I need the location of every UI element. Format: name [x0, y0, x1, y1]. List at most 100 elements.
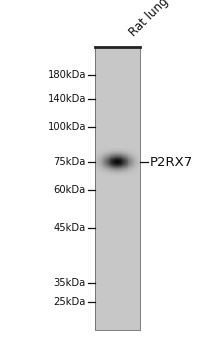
Bar: [138, 160, 139, 161]
Bar: [108, 174, 109, 175]
Bar: [137, 150, 138, 152]
Bar: [118, 159, 119, 160]
Bar: [116, 167, 117, 168]
Bar: [117, 153, 119, 154]
Bar: [108, 166, 109, 167]
Bar: [136, 152, 138, 153]
Bar: [136, 150, 138, 151]
Bar: [104, 170, 106, 172]
Bar: [100, 174, 101, 175]
Bar: [115, 158, 116, 159]
Bar: [100, 149, 101, 150]
Bar: [132, 167, 133, 168]
Bar: [131, 168, 132, 169]
Bar: [136, 153, 138, 154]
Bar: [131, 159, 132, 160]
Bar: [101, 172, 102, 173]
Bar: [116, 161, 117, 162]
Bar: [116, 160, 118, 161]
Bar: [117, 169, 119, 170]
Bar: [113, 173, 114, 174]
Bar: [100, 150, 101, 151]
Bar: [103, 153, 104, 154]
Bar: [133, 175, 134, 176]
Bar: [97, 175, 98, 176]
Bar: [101, 166, 102, 167]
Bar: [122, 158, 124, 159]
Bar: [127, 158, 128, 159]
Bar: [115, 172, 116, 173]
Bar: [113, 151, 114, 152]
Bar: [98, 162, 100, 163]
Bar: [125, 160, 126, 161]
Bar: [125, 174, 126, 175]
Bar: [115, 153, 116, 154]
Bar: [101, 170, 102, 171]
Bar: [115, 154, 116, 155]
Bar: [134, 175, 135, 176]
Bar: [103, 155, 105, 156]
Bar: [124, 168, 126, 169]
Bar: [137, 158, 138, 159]
Bar: [105, 158, 107, 159]
Bar: [99, 152, 101, 153]
Bar: [121, 164, 122, 165]
Bar: [116, 167, 117, 168]
Bar: [116, 153, 118, 154]
Bar: [132, 160, 133, 161]
Bar: [120, 157, 121, 158]
Bar: [126, 151, 127, 152]
Bar: [106, 156, 107, 158]
Bar: [130, 156, 131, 158]
Bar: [122, 155, 123, 156]
Bar: [138, 154, 139, 155]
Bar: [121, 161, 122, 162]
Bar: [120, 163, 121, 164]
Bar: [115, 149, 116, 150]
Bar: [126, 171, 127, 172]
Bar: [135, 175, 137, 176]
Bar: [102, 159, 103, 160]
Bar: [125, 167, 126, 168]
Bar: [103, 164, 105, 166]
Bar: [103, 151, 105, 152]
Bar: [116, 149, 117, 150]
Bar: [116, 169, 118, 170]
Bar: [126, 163, 127, 164]
Bar: [114, 173, 115, 174]
Bar: [120, 175, 121, 176]
Bar: [109, 153, 110, 154]
Bar: [103, 156, 104, 158]
Bar: [136, 158, 138, 159]
Bar: [134, 158, 136, 159]
Bar: [129, 163, 131, 164]
Bar: [128, 168, 129, 169]
Bar: [115, 156, 116, 158]
Bar: [134, 172, 135, 173]
Bar: [98, 150, 100, 151]
Bar: [126, 156, 127, 157]
Bar: [129, 154, 131, 155]
Bar: [114, 148, 115, 149]
Bar: [110, 161, 112, 162]
Bar: [107, 148, 108, 149]
Bar: [121, 151, 122, 152]
Bar: [101, 154, 102, 155]
Bar: [121, 168, 122, 169]
Bar: [127, 152, 128, 153]
Bar: [110, 158, 111, 159]
Bar: [98, 175, 100, 176]
Bar: [116, 156, 117, 157]
Bar: [101, 151, 102, 152]
Bar: [134, 162, 135, 163]
Bar: [99, 169, 101, 170]
Bar: [113, 167, 114, 168]
Bar: [126, 148, 127, 149]
Bar: [117, 166, 119, 167]
Bar: [134, 160, 135, 161]
Bar: [117, 165, 119, 166]
Bar: [102, 158, 103, 159]
Bar: [128, 163, 129, 164]
Bar: [118, 166, 119, 167]
Bar: [122, 174, 123, 175]
